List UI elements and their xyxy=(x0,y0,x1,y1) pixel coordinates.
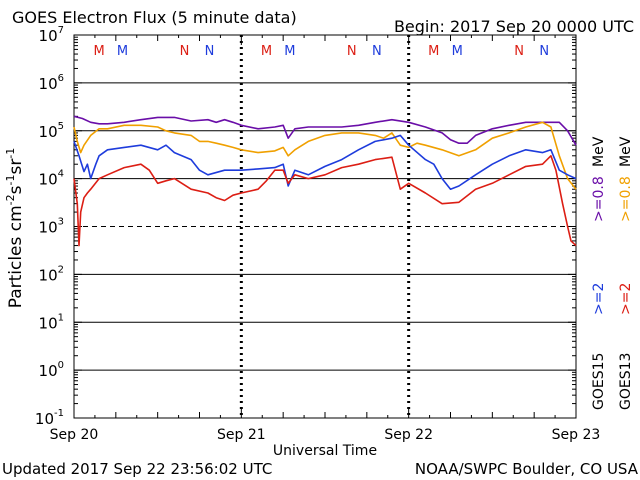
legend-goes13: GOES13 >=2 >=0.8 MeV xyxy=(618,136,634,410)
legend-goes13-gt08: >=0.8 xyxy=(618,176,634,222)
day-divider-lines xyxy=(239,35,411,418)
y-tick-label: 106 xyxy=(39,73,64,93)
marker-m: M xyxy=(117,44,128,59)
y-axis-title: Particles cm-2s-1sr-1 xyxy=(4,148,26,309)
y-tick-label: 104 xyxy=(39,169,64,189)
marker-m: M xyxy=(452,44,463,59)
legend-goes13-unit: MeV xyxy=(618,136,634,167)
marker-n: N xyxy=(514,44,524,59)
updated-timestamp: Updated 2017 Sep 22 23:56:02 UTC xyxy=(2,460,272,478)
legend-goes15: GOES15 >=2 >=0.8 MeV xyxy=(591,136,607,410)
y-tick-label: 103 xyxy=(39,217,64,237)
legend-goes15-label: GOES15 xyxy=(591,353,607,410)
legend-goes15-gt2: >=2 xyxy=(591,283,607,315)
series-goes13_gt08 xyxy=(73,121,577,190)
marker-n: N xyxy=(180,44,190,59)
series-goes13_gt2 xyxy=(73,155,577,247)
y-tick-label: 105 xyxy=(39,121,64,141)
marker-n: N xyxy=(372,44,382,59)
y-tick-label: 102 xyxy=(39,264,64,284)
y-tick-label: 101 xyxy=(39,312,64,332)
x-tick-labels: Sep 20 Sep 21 Sep 22 Sep 23 xyxy=(50,427,601,443)
x-tick-label: Sep 21 xyxy=(217,427,266,443)
marker-n: N xyxy=(539,44,549,59)
marker-m: M xyxy=(284,44,295,59)
marker-m: M xyxy=(261,44,272,59)
y-tick-labels: 107 106 105 104 103 102 101 100 10-1 xyxy=(35,25,64,428)
x-tick-label: Sep 23 xyxy=(552,427,601,443)
chart-title: GOES Electron Flux (5 minute data) xyxy=(12,8,297,27)
series-goes15_gt2 xyxy=(73,134,577,190)
legend-goes13-gt2: >=2 xyxy=(618,283,634,315)
legend-goes15-unit: MeV xyxy=(591,136,607,167)
y-tick-label: 10-1 xyxy=(35,408,64,428)
y-tick-label: 100 xyxy=(39,360,64,380)
marker-m: M xyxy=(93,44,104,59)
begin-date: Begin: 2017 Sep 20 0000 UTC xyxy=(394,17,634,36)
series-lines xyxy=(73,115,577,247)
legend-goes15-gt08: >=0.8 xyxy=(591,176,607,222)
legend-goes13-label: GOES13 xyxy=(618,353,634,410)
marker-n: N xyxy=(347,44,357,59)
marker-m: M xyxy=(428,44,439,59)
x-tick-label: Sep 20 xyxy=(50,427,99,443)
y-tick-label: 107 xyxy=(39,25,64,45)
series-goes15_gt08 xyxy=(73,115,577,146)
x-axis-title: Universal Time xyxy=(273,443,377,459)
x-tick-label: Sep 22 xyxy=(384,427,433,443)
grid-lines xyxy=(74,82,576,371)
marker-n: N xyxy=(205,44,215,59)
credit-text: NOAA/SWPC Boulder, CO USA xyxy=(415,460,639,478)
